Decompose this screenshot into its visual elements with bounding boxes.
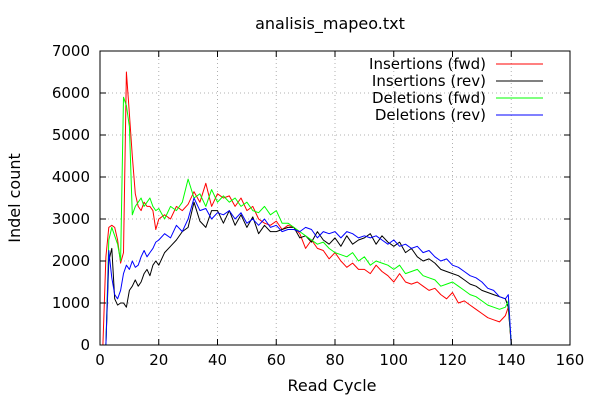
legend: Insertions (fwd)Insertions (rev)Deletion… — [369, 55, 543, 124]
series-line-1 — [102, 201, 512, 346]
x-tick-label: 100 — [379, 351, 408, 369]
y-tick-label: 3000 — [52, 210, 90, 228]
x-tick-label: 140 — [497, 351, 526, 369]
y-tick-label: 2000 — [52, 252, 90, 270]
y-tick-label: 7000 — [52, 42, 90, 60]
chart-title: analisis_mapeo.txt — [255, 14, 405, 34]
x-tick-label: 80 — [325, 351, 344, 369]
axes: 0 20 40 60 80 100 120 140 160 0 1000 2000 3000 4000 50… — [52, 42, 585, 369]
x-tick-label: 0 — [95, 351, 105, 369]
x-tick-label: 160 — [556, 351, 585, 369]
y-tick-label: 1000 — [52, 294, 90, 312]
y-tick-label: 5000 — [52, 126, 90, 144]
y-tick-label: 6000 — [52, 84, 90, 102]
y-axis-label: Indel count — [5, 153, 24, 243]
legend-label-3: Deletions (rev) — [375, 106, 486, 124]
series-line-3 — [102, 197, 512, 346]
x-tick-label: 120 — [438, 351, 467, 369]
x-axis-label: Read Cycle — [287, 376, 376, 395]
legend-label-0: Insertions (fwd) — [369, 55, 486, 73]
x-tick-label: 60 — [267, 351, 286, 369]
y-tick-label: 0 — [80, 336, 90, 354]
series-layer — [102, 71, 512, 346]
grid-lines — [100, 51, 570, 345]
x-tick-label: 40 — [208, 351, 227, 369]
x-tick-label: 20 — [149, 351, 168, 369]
legend-label-1: Insertions (rev) — [372, 72, 486, 90]
series-line-2 — [102, 96, 512, 346]
legend-label-2: Deletions (fwd) — [372, 89, 486, 107]
y-tick-label: 4000 — [52, 168, 90, 186]
